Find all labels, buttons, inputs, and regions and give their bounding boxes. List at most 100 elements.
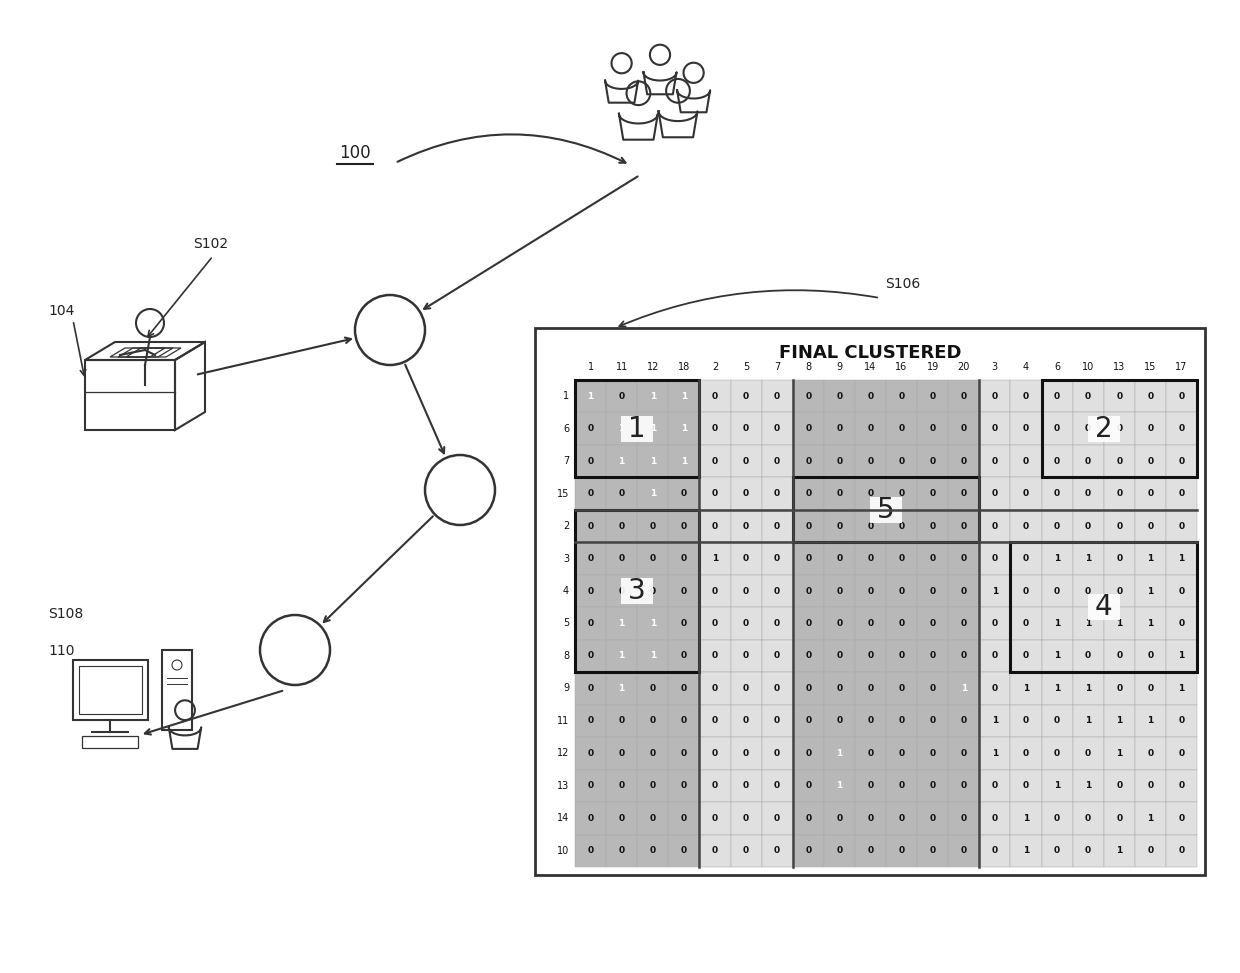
Bar (1104, 639, 1135, 672)
Text: 0: 0 (836, 554, 842, 563)
Text: 3: 3 (992, 362, 998, 372)
Text: 0: 0 (868, 392, 873, 401)
Bar (668, 672, 699, 704)
Bar (82, 736, 138, 748)
Text: 0: 0 (961, 813, 967, 823)
Bar (949, 413, 980, 445)
Text: 0: 0 (930, 781, 936, 790)
Bar (949, 738, 980, 770)
Text: 0: 0 (681, 716, 687, 726)
Text: 0: 0 (712, 489, 718, 498)
Text: 1: 1 (650, 489, 656, 498)
Bar (854, 575, 887, 607)
Bar (761, 704, 792, 738)
Bar (606, 542, 637, 575)
Bar (575, 672, 606, 704)
Bar (668, 770, 699, 802)
Text: S106: S106 (885, 277, 920, 291)
Bar (823, 835, 854, 867)
Bar (949, 672, 980, 704)
Text: 0: 0 (1085, 456, 1091, 466)
Text: 1: 1 (681, 392, 687, 401)
Bar (823, 575, 854, 607)
Bar (1042, 639, 1073, 672)
Bar (761, 478, 792, 510)
Bar (668, 380, 699, 413)
Bar (1073, 413, 1104, 445)
Bar (1042, 835, 1073, 867)
Bar (1073, 510, 1104, 542)
Text: 3: 3 (563, 554, 569, 563)
Bar (1011, 542, 1197, 672)
Bar (823, 802, 854, 835)
Bar (1011, 413, 1042, 445)
Bar (1166, 802, 1197, 835)
Bar (854, 445, 887, 478)
Bar (699, 835, 730, 867)
Bar (980, 672, 1011, 704)
Bar (1011, 639, 1042, 672)
Text: 0: 0 (1178, 392, 1184, 401)
Text: 13: 13 (1114, 362, 1126, 372)
Bar (606, 510, 637, 542)
Text: 0: 0 (868, 424, 873, 433)
Text: 110: 110 (48, 644, 74, 658)
Bar (980, 704, 1011, 738)
Bar (792, 672, 823, 704)
Bar (637, 802, 668, 835)
Text: 1: 1 (1116, 749, 1122, 758)
Bar (637, 380, 668, 413)
Text: 0: 0 (1178, 847, 1184, 855)
Text: 2: 2 (712, 362, 718, 372)
Bar (1166, 542, 1197, 575)
Bar (575, 802, 606, 835)
Text: 1: 1 (1147, 716, 1153, 726)
Bar (980, 510, 1011, 542)
Bar (792, 510, 823, 542)
Bar (1104, 672, 1135, 704)
Bar (918, 413, 949, 445)
Text: 1: 1 (961, 684, 967, 693)
Bar (730, 704, 761, 738)
Bar (887, 639, 918, 672)
Text: 0: 0 (836, 522, 842, 530)
Text: 0: 0 (899, 424, 905, 433)
Text: 4: 4 (1095, 594, 1112, 622)
Text: 0: 0 (743, 456, 749, 466)
Text: 0: 0 (930, 424, 936, 433)
Bar (792, 639, 823, 672)
Text: 0: 0 (774, 619, 780, 628)
Text: 1: 1 (1085, 554, 1091, 563)
Bar (980, 835, 1011, 867)
Text: 0: 0 (1085, 652, 1091, 661)
Bar (887, 380, 918, 413)
Text: 8: 8 (805, 362, 811, 372)
Text: 0: 0 (930, 619, 936, 628)
Text: 0: 0 (619, 522, 625, 530)
Text: 1: 1 (1178, 652, 1184, 661)
Bar (637, 413, 668, 445)
Text: 0: 0 (1023, 716, 1029, 726)
Text: 0: 0 (1178, 749, 1184, 758)
Text: 0: 0 (1147, 684, 1153, 693)
Text: 1: 1 (992, 716, 998, 726)
Bar (1042, 542, 1073, 575)
Bar (699, 542, 730, 575)
Text: 0: 0 (868, 781, 873, 790)
Text: 0: 0 (712, 716, 718, 726)
Text: 0: 0 (992, 489, 998, 498)
Bar (668, 607, 699, 639)
Bar (1073, 802, 1104, 835)
Text: 0: 0 (868, 619, 873, 628)
Bar (575, 380, 606, 413)
Bar (949, 607, 980, 639)
Text: 0: 0 (805, 847, 811, 855)
Bar (918, 575, 949, 607)
Text: 0: 0 (1116, 456, 1122, 466)
Text: 0: 0 (743, 489, 749, 498)
Text: 1: 1 (588, 362, 594, 372)
Bar (854, 770, 887, 802)
Text: 3: 3 (629, 577, 646, 605)
Text: 0: 0 (899, 749, 905, 758)
Bar (1011, 704, 1042, 738)
